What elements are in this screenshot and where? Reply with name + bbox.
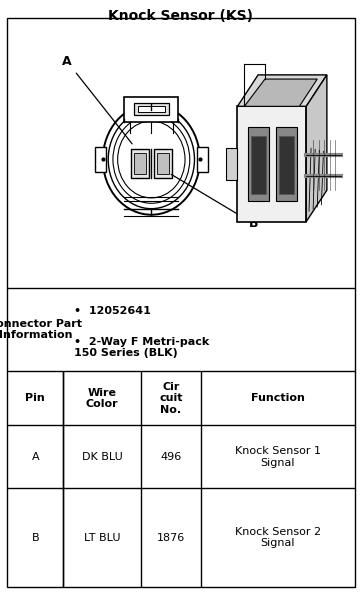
Text: 496: 496	[160, 452, 182, 462]
Bar	[154, 149, 172, 179]
Bar	[251, 135, 266, 194]
Bar	[131, 149, 149, 179]
Polygon shape	[306, 75, 327, 222]
Text: LT BLU: LT BLU	[84, 533, 121, 543]
Text: A: A	[62, 55, 132, 144]
Bar	[197, 147, 208, 171]
Text: 1876: 1876	[157, 533, 185, 543]
Polygon shape	[237, 75, 327, 106]
Text: Connector Part
Information: Connector Part Information	[0, 319, 82, 340]
Polygon shape	[237, 106, 306, 222]
Text: Wire
Color: Wire Color	[86, 388, 119, 409]
Bar	[227, 148, 237, 180]
Bar	[279, 135, 294, 194]
Bar	[134, 153, 146, 174]
Text: Knock Sensor (KS): Knock Sensor (KS)	[109, 9, 253, 23]
Text: Knock Sensor 2
Signal: Knock Sensor 2 Signal	[235, 527, 321, 549]
Text: Knock Sensor 1
Signal: Knock Sensor 1 Signal	[235, 446, 321, 468]
Bar	[138, 105, 165, 113]
Bar	[276, 127, 296, 201]
Text: A: A	[31, 452, 39, 462]
Bar	[95, 147, 106, 171]
Text: Cir
cuit
No.: Cir cuit No.	[159, 382, 183, 415]
Bar	[125, 98, 178, 122]
Text: DK BLU: DK BLU	[82, 452, 123, 462]
Text: •  2-Way F Metri-pack
150 Series (BLK): • 2-Way F Metri-pack 150 Series (BLK)	[74, 337, 210, 358]
Text: B: B	[31, 533, 39, 543]
Text: Pin: Pin	[25, 394, 45, 403]
Polygon shape	[244, 79, 317, 106]
Bar	[248, 127, 269, 201]
Text: B: B	[171, 174, 258, 230]
Bar	[134, 103, 169, 115]
Bar	[157, 153, 169, 174]
Text: Function: Function	[251, 394, 305, 403]
Text: •  12052641: • 12052641	[74, 307, 151, 316]
